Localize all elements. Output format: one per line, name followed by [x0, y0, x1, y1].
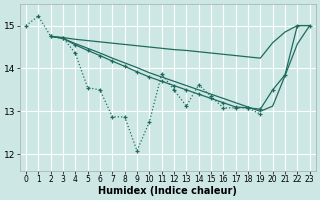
X-axis label: Humidex (Indice chaleur): Humidex (Indice chaleur) [98, 186, 237, 196]
